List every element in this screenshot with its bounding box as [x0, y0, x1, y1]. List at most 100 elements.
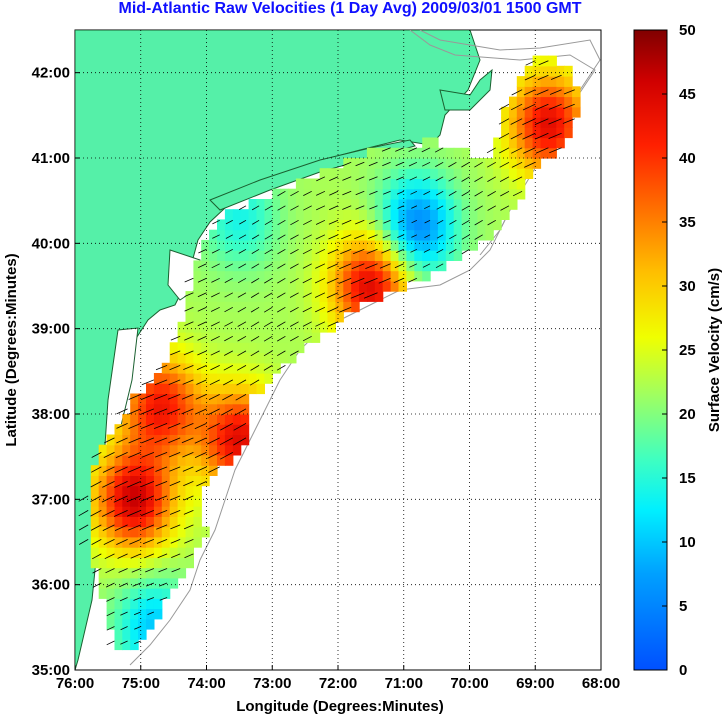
velocity-cell	[351, 168, 360, 179]
velocity-cell	[288, 280, 297, 292]
velocity-cell	[351, 219, 360, 231]
velocity-cell	[161, 424, 171, 435]
velocity-cell	[256, 301, 265, 313]
velocity-cell	[264, 373, 273, 384]
velocity-cell	[224, 209, 234, 220]
velocity-arrow	[78, 524, 89, 531]
velocity-cell	[319, 311, 329, 323]
velocity-arrow	[277, 190, 286, 197]
velocity-cell	[217, 342, 226, 354]
velocity-cell	[185, 444, 194, 456]
velocity-arrow	[449, 219, 457, 225]
velocity-arrow	[397, 205, 404, 209]
velocity-cell	[122, 598, 131, 610]
velocity-cell	[153, 536, 163, 548]
velocity-cell	[280, 209, 289, 220]
velocity-arrow	[105, 582, 115, 588]
velocity-cell	[406, 178, 415, 190]
velocity-cell	[138, 598, 147, 610]
velocity-arrow	[239, 219, 247, 225]
velocity-arrow	[195, 394, 207, 400]
velocity-cell	[422, 250, 431, 261]
velocity-arrow	[222, 394, 233, 401]
velocity-cell	[138, 536, 147, 548]
velocity-cell	[98, 547, 108, 558]
velocity-cell	[264, 209, 273, 220]
velocity-cell	[201, 342, 210, 354]
x-tick-label: 72:00	[319, 675, 357, 692]
velocity-cell	[564, 96, 573, 108]
velocity-cell	[209, 301, 218, 313]
velocity-cell	[248, 250, 258, 261]
velocity-arrow	[302, 306, 312, 313]
velocity-arrow	[461, 219, 470, 226]
velocity-cell	[445, 158, 455, 169]
velocity-cell	[335, 188, 344, 200]
velocity-cell	[430, 147, 439, 159]
velocity-cell	[209, 403, 218, 415]
velocity-cell	[572, 86, 581, 98]
velocity-arrow	[290, 248, 299, 255]
velocity-cell	[548, 106, 557, 118]
velocity-arrow	[537, 74, 549, 81]
velocity-cell	[185, 352, 194, 364]
velocity-cell	[256, 229, 265, 241]
velocity-cell	[256, 332, 265, 343]
velocity-arrow	[276, 306, 286, 313]
velocity-cell	[311, 260, 321, 272]
velocity-cell	[201, 270, 210, 282]
velocity-cell	[572, 106, 581, 118]
velocity-arrow	[340, 248, 352, 255]
velocity-cell	[414, 199, 423, 210]
velocity-arrow	[128, 423, 141, 429]
velocity-arrow	[116, 408, 128, 415]
velocity-arrow	[145, 568, 155, 573]
velocity-arrow	[315, 234, 326, 240]
velocity-cell	[217, 362, 226, 374]
velocity-arrow	[461, 176, 470, 182]
velocity-cell	[146, 424, 155, 435]
velocity-cell	[146, 444, 155, 456]
velocity-arrow	[263, 292, 273, 298]
velocity-arrow	[155, 365, 168, 371]
velocity-cell	[122, 567, 131, 579]
velocity-arrow	[141, 466, 155, 473]
velocity-cell	[240, 434, 250, 446]
velocity-cell	[153, 485, 163, 497]
velocity-cell	[501, 168, 510, 179]
velocity-cell	[556, 137, 565, 149]
velocity-cell	[366, 260, 376, 272]
velocity-arrow	[207, 437, 220, 445]
velocity-cell	[524, 147, 534, 159]
velocity-arrow	[91, 452, 102, 458]
velocity-cell	[303, 321, 313, 333]
velocity-cell	[177, 506, 187, 517]
velocity-arrow	[327, 248, 339, 255]
velocity-cell	[130, 495, 139, 507]
velocity-arrow	[225, 234, 233, 239]
velocity-cell	[185, 475, 194, 487]
velocity-cell	[311, 270, 321, 282]
velocity-arrow	[140, 408, 155, 415]
velocity-cell	[390, 199, 400, 210]
velocity-arrow	[169, 510, 181, 515]
velocity-cell	[130, 526, 139, 538]
x-tick-label: 70:00	[450, 675, 488, 692]
velocity-cell	[98, 455, 108, 466]
velocity-cell	[224, 301, 234, 313]
velocity-cell	[106, 485, 116, 497]
velocity-arrow	[408, 147, 418, 152]
velocity-cell	[153, 506, 163, 517]
velocity-arrow	[289, 277, 299, 284]
velocity-arrow	[251, 277, 260, 284]
velocity-arrow	[276, 365, 286, 371]
velocity-cell	[177, 332, 187, 343]
velocity-cell	[169, 577, 179, 589]
velocity-cell	[359, 219, 368, 231]
velocity-arrow	[329, 190, 339, 196]
velocity-arrow	[183, 510, 194, 515]
velocity-cell	[217, 352, 226, 364]
velocity-cell	[272, 199, 281, 210]
colorbar-tick-label: 5	[679, 598, 687, 615]
velocity-cell	[169, 547, 179, 558]
